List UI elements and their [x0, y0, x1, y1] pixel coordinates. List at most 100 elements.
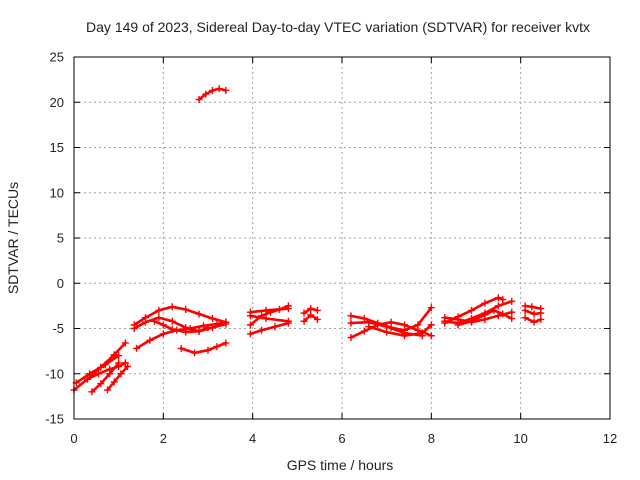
data-point	[150, 317, 158, 325]
data-point	[146, 336, 154, 344]
data-point	[508, 308, 516, 316]
grid	[74, 57, 610, 419]
data-point	[537, 309, 545, 317]
x-tick-label: 8	[428, 431, 435, 446]
data-point	[168, 317, 176, 325]
y-tick-label: 5	[57, 231, 64, 246]
data-point	[202, 90, 210, 98]
y-tick-label: -10	[45, 366, 64, 381]
data-point	[418, 329, 426, 337]
data-point	[313, 315, 321, 323]
data-point	[115, 352, 123, 360]
data-point	[155, 306, 163, 314]
data-traces	[70, 85, 545, 396]
x-axis-label: GPS time / hours	[287, 457, 394, 473]
series-arc-11	[195, 85, 230, 104]
data-point	[208, 315, 216, 323]
data-point	[481, 299, 489, 307]
data-point	[208, 86, 216, 94]
data-point	[101, 361, 109, 369]
data-point	[204, 324, 212, 332]
data-point	[537, 315, 545, 323]
y-tick-label: -15	[45, 412, 64, 427]
data-point	[347, 334, 355, 342]
data-point	[383, 328, 391, 336]
data-point	[508, 315, 516, 323]
x-tick-label: 10	[513, 431, 527, 446]
data-point	[124, 363, 132, 371]
data-point	[213, 320, 221, 328]
data-point	[300, 317, 308, 325]
data-point	[284, 305, 292, 313]
data-point	[159, 330, 167, 338]
series-arc-5	[104, 363, 132, 394]
y-tick-label: 20	[50, 95, 64, 110]
data-point	[117, 370, 125, 378]
data-point	[106, 370, 114, 378]
data-point	[168, 303, 176, 311]
series-arc-25	[454, 306, 516, 329]
data-point	[468, 306, 476, 314]
y-tick-label: 15	[50, 140, 64, 155]
y-tick-label: 10	[50, 185, 64, 200]
x-tick-label: 6	[338, 431, 345, 446]
data-point	[468, 317, 476, 325]
data-point	[490, 306, 498, 314]
data-point	[159, 321, 167, 329]
data-point	[110, 378, 118, 386]
data-point	[481, 311, 489, 319]
y-axis-label: SDTVAR / TECUs	[5, 182, 21, 294]
y-tick-label: 0	[57, 276, 64, 291]
series-line	[106, 365, 129, 392]
series-arc-28	[521, 306, 545, 318]
data-point	[284, 317, 292, 325]
data-point	[499, 296, 507, 304]
data-point	[95, 370, 103, 378]
data-point	[441, 314, 449, 322]
data-point	[427, 332, 435, 340]
data-point	[271, 323, 279, 331]
series-arc-17	[300, 305, 321, 317]
data-point	[204, 346, 212, 354]
data-point	[427, 321, 435, 329]
data-point	[313, 306, 321, 314]
data-point	[222, 318, 230, 326]
data-point	[177, 344, 185, 352]
series-arc-15	[246, 305, 292, 316]
data-point	[195, 310, 203, 318]
series-arc-3	[83, 359, 129, 383]
data-point	[360, 327, 368, 335]
data-point	[97, 380, 105, 388]
data-point	[168, 325, 176, 333]
data-point	[530, 318, 538, 326]
series-line	[133, 305, 228, 327]
data-point	[182, 305, 190, 313]
data-point	[499, 310, 507, 318]
data-point	[347, 319, 355, 327]
series-line	[179, 341, 228, 355]
data-point	[182, 328, 190, 336]
series-arc-23	[441, 297, 516, 327]
data-point	[246, 321, 254, 329]
x-tick-label: 12	[603, 431, 617, 446]
chart-title: Day 149 of 2023, Sidereal Day-to-day VTE…	[86, 19, 590, 35]
data-point	[387, 318, 395, 326]
series-line	[74, 354, 120, 385]
data-point	[347, 312, 355, 320]
data-point	[86, 370, 94, 378]
data-point	[246, 330, 254, 338]
data-point	[521, 306, 529, 314]
x-tick-label: 0	[70, 431, 77, 446]
data-point	[454, 321, 462, 329]
data-point	[427, 304, 435, 312]
series-arc-10	[177, 339, 230, 357]
data-point	[110, 351, 118, 359]
series-arc-9	[150, 317, 212, 336]
series-arc-27	[521, 314, 545, 326]
data-point	[530, 310, 538, 318]
series-arc-13	[246, 319, 292, 338]
data-point	[155, 314, 163, 322]
data-point	[360, 315, 368, 323]
data-point	[121, 339, 129, 347]
